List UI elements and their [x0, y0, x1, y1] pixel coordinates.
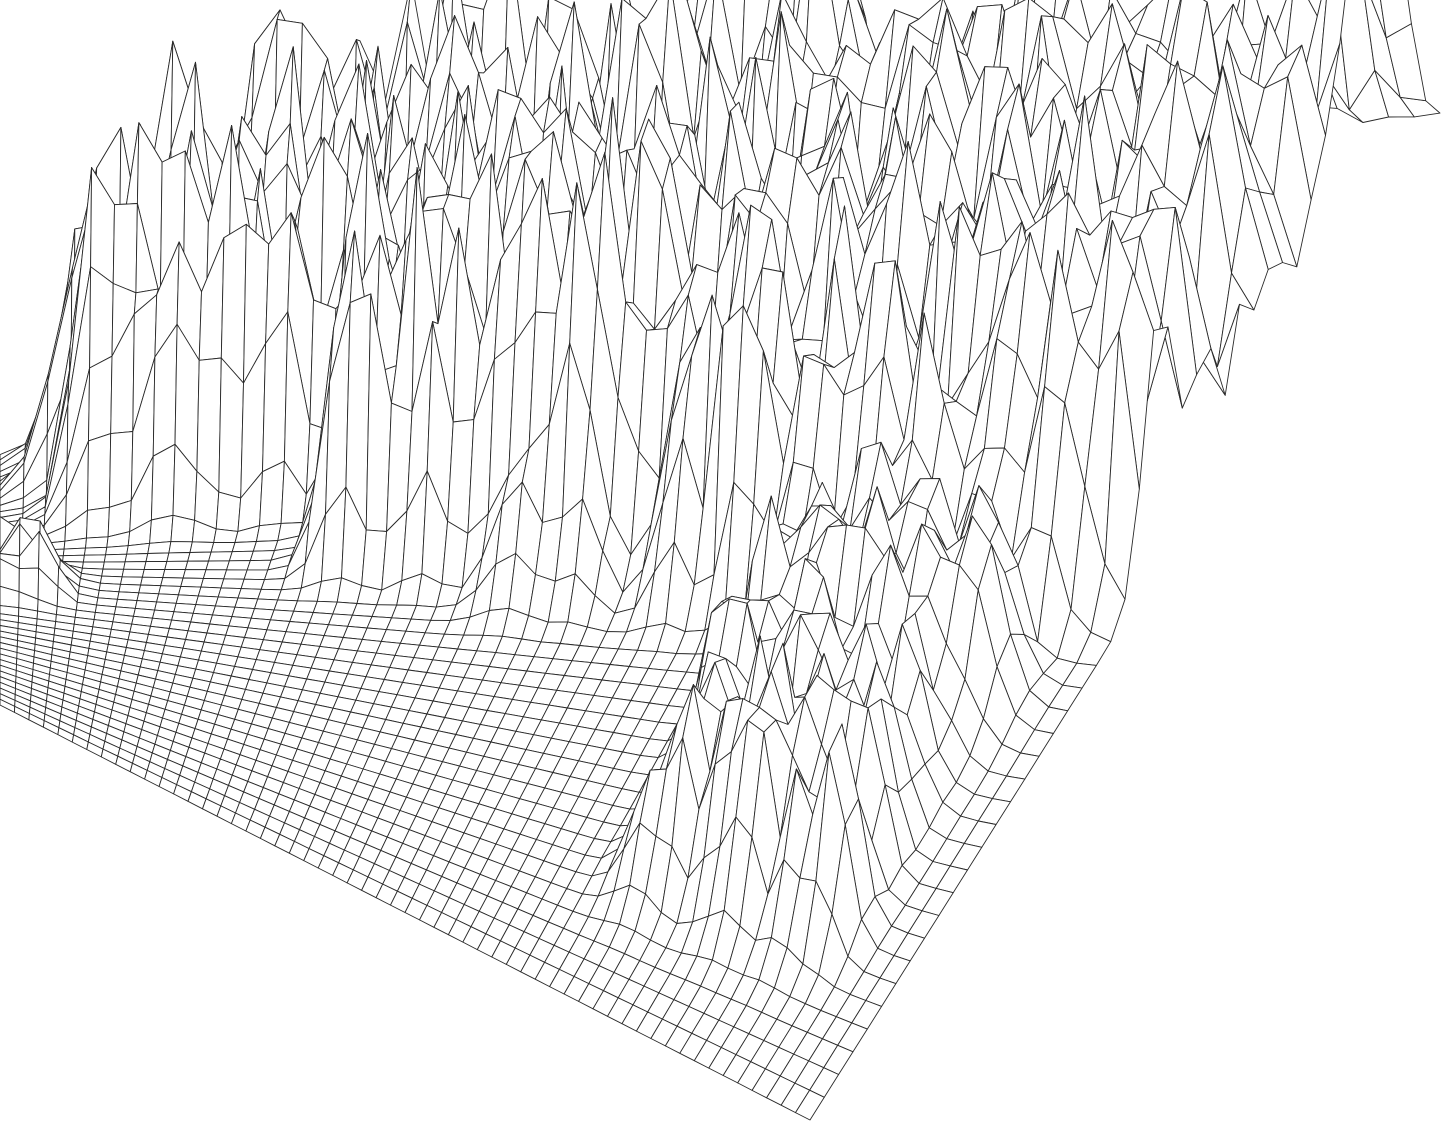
mesh-cell [260, 578, 286, 591]
mesh-cell [170, 514, 196, 543]
mesh-cell [143, 560, 168, 570]
mesh-cell [88, 355, 113, 442]
mesh-cell [246, 559, 272, 571]
mesh-cell [189, 541, 215, 553]
mesh-cell [160, 577, 184, 587]
mesh-cell [1380, 0, 1412, 39]
mesh-cell [210, 542, 236, 553]
mesh-cell [124, 553, 149, 563]
mesh-cell [162, 569, 186, 579]
mesh-cell [140, 576, 164, 587]
mesh-cell [108, 431, 134, 508]
mesh-cell [101, 568, 125, 578]
mesh-cell [83, 546, 108, 556]
mesh-cell [220, 578, 245, 590]
mesh-cell [147, 541, 172, 554]
mesh-cell [259, 460, 285, 527]
mesh-cell [141, 568, 166, 579]
mesh-cell [178, 585, 202, 597]
mesh-cell [121, 568, 145, 578]
mesh-cell [208, 551, 233, 562]
mesh-cell [89, 266, 114, 369]
mesh-cell [226, 560, 251, 571]
mesh-cell [164, 560, 189, 571]
mesh-cell [228, 550, 254, 562]
mesh-cell [180, 577, 204, 588]
mesh-cell [112, 203, 138, 294]
mesh-cell [237, 588, 262, 600]
mesh-cell [85, 536, 109, 549]
mesh-cell [200, 577, 225, 589]
mesh-cell [87, 433, 112, 511]
mesh-cell [182, 569, 207, 579]
mesh-cell [168, 541, 193, 554]
mesh-cell [1371, 0, 1387, 39]
mesh-cell [257, 588, 282, 601]
mesh-cell [105, 545, 129, 556]
mesh-cell [138, 584, 162, 595]
mesh-cell [215, 491, 242, 532]
mesh-cell [145, 552, 170, 563]
mesh-cell [102, 561, 126, 570]
mesh-cell [123, 561, 147, 570]
mesh-cell [231, 541, 257, 553]
mesh-cell [197, 586, 222, 598]
mesh-cell [166, 552, 191, 562]
mesh-cell [202, 569, 228, 580]
mesh-cell [252, 540, 279, 552]
mesh-cell [255, 522, 282, 542]
mesh-cell [158, 585, 182, 596]
mesh-cell [249, 550, 275, 562]
mesh-cell [62, 554, 85, 563]
mesh-cell [82, 554, 107, 563]
mesh-cell [120, 576, 143, 586]
mesh-cell [223, 569, 248, 580]
mesh-cell [149, 514, 174, 544]
mesh-cell [187, 551, 212, 562]
mesh-cell [103, 553, 128, 563]
mesh-cell [795, 1089, 825, 1121]
mesh-cell [218, 357, 244, 499]
mesh-cell [184, 560, 210, 571]
mesh-cell [205, 560, 230, 571]
mesh-cell [240, 578, 265, 590]
mesh-cell [196, 357, 222, 493]
mesh-cell [214, 596, 239, 608]
mesh-cell [213, 528, 239, 543]
mesh-cell [86, 506, 110, 539]
mesh-cell [150, 443, 176, 521]
mesh-cell [220, 223, 247, 384]
mesh-cell [217, 587, 242, 599]
mesh-cell [243, 569, 269, 581]
mesh-cell [62, 547, 86, 557]
